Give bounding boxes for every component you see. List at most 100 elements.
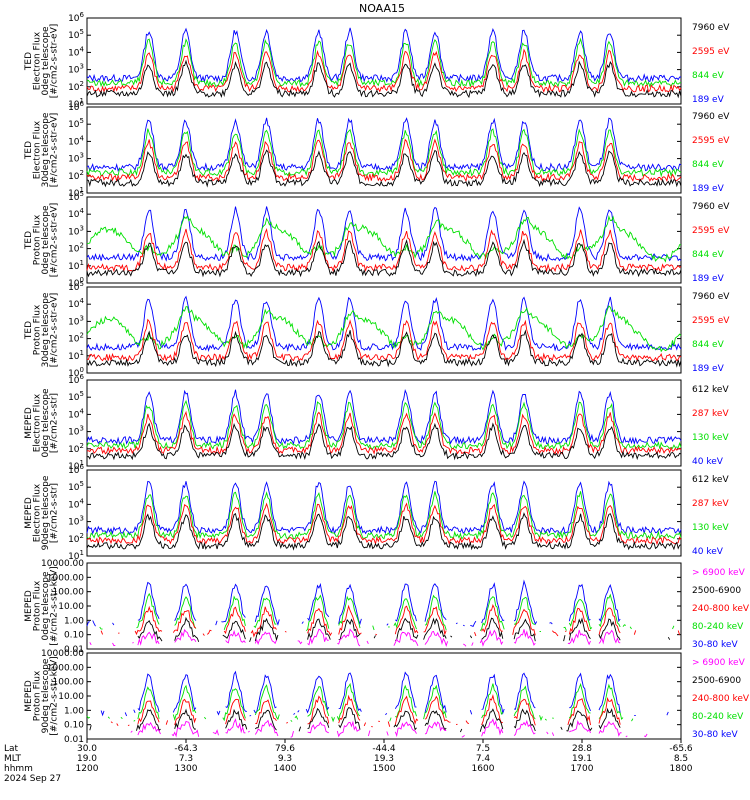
legend-entry: 612 keV	[692, 385, 729, 395]
legend-entry: 287 keV	[692, 409, 729, 419]
y-axis-label-line: 0deg telescope	[41, 205, 51, 275]
y-tick-label: 1000.00	[47, 663, 84, 673]
series-trace	[86, 502, 682, 546]
series-trace	[86, 117, 682, 173]
legend-entry: 7960 eV	[692, 202, 730, 212]
y-axis-label-line: Electron Flux	[33, 31, 43, 90]
legend-entry: 80-240 keV	[692, 622, 744, 632]
legend-entry: 189 eV	[692, 364, 725, 374]
y-axis-label-line: [#/cm2-s-str-eV]	[50, 24, 60, 99]
y-axis-label-line: [#/cm2-s-str]	[50, 483, 60, 543]
x-tick-label-hhmm: 1800	[670, 764, 693, 774]
x-tick-label-hhmm: 1200	[76, 764, 99, 774]
series-trace	[111, 696, 681, 727]
y-tick-label: 105	[68, 117, 84, 130]
legend-entry: 2595 eV	[692, 226, 730, 236]
y-axis-label-line: [#/cm2-s-str]	[50, 393, 60, 453]
series-trace	[86, 128, 682, 178]
y-tick-label: 0.01	[64, 645, 84, 655]
legend-entry: 130 keV	[692, 433, 729, 443]
y-tick-label: 0.10	[64, 721, 84, 731]
y-tick-label: 0.10	[64, 631, 84, 641]
y-tick-label: 1000.00	[47, 573, 84, 583]
y-tick-label: 0.01	[64, 735, 84, 745]
legend-entry: 7960 eV	[692, 112, 730, 122]
y-axis-label-line: MEPED	[24, 497, 34, 529]
legend-entry: 30-80 keV	[692, 640, 738, 650]
legend-entry: 844 eV	[692, 250, 725, 260]
series-trace	[86, 512, 682, 551]
y-tick-label: 104	[68, 134, 84, 147]
y-axis-label-line: 90deg telescope	[41, 475, 51, 550]
series-trace	[87, 581, 674, 626]
x-tick-label-mlt: 19.3	[374, 754, 394, 764]
y-axis-label-line: TED	[24, 52, 34, 71]
y-tick-label: 104	[68, 297, 84, 310]
x-tick-label-hhmm: 1300	[175, 764, 198, 774]
legend-entry: 189 eV	[692, 274, 725, 284]
series-trace	[101, 672, 677, 716]
y-axis-label-line: [#/cm2-s-str-keV]	[50, 656, 60, 735]
x-row-label: MLT	[4, 754, 22, 764]
x-tick-label-hhmm: 1400	[274, 764, 297, 774]
series-trace	[86, 295, 682, 352]
y-axis-label-line: 90deg telescope	[41, 658, 51, 733]
series-trace	[100, 604, 681, 638]
panel-frame	[86, 286, 682, 374]
y-axis-label-line: 0deg telescope	[41, 26, 51, 96]
y-tick-label: 103	[68, 425, 84, 438]
y-tick-label: 10.00	[58, 692, 84, 702]
y-axis-label-line: MEPED	[24, 407, 34, 439]
figure-title: NOAA15	[359, 2, 405, 15]
legend-entry: 2500-6900	[692, 676, 741, 686]
y-tick-label: 106	[68, 11, 84, 24]
panel-frame	[86, 106, 682, 194]
legend-entry: 240-800 keV	[692, 604, 750, 614]
legend-entry: 40 keV	[692, 547, 724, 557]
legend-entry: 612 keV	[692, 475, 729, 485]
y-axis-label-line: Electron Flux	[33, 393, 43, 452]
series-trace	[86, 305, 682, 353]
panel-frame	[86, 196, 682, 284]
y-axis-label-line: [#/cm2-s-str-eV]	[50, 293, 60, 368]
legend-entry: 2595 eV	[692, 47, 730, 57]
y-tick-label: 100.00	[53, 588, 85, 598]
y-tick-label: 102	[68, 532, 84, 545]
x-tick-label-lat: 79.6	[275, 744, 295, 754]
y-tick-label: 104	[68, 45, 84, 58]
y-tick-label: 101	[68, 349, 84, 362]
y-tick-label: 102	[68, 442, 84, 455]
legend-entry: 7960 eV	[692, 23, 730, 33]
series-trace	[86, 37, 682, 88]
x-tick-label-mlt: 7.3	[179, 754, 193, 764]
y-tick-label: 103	[68, 224, 84, 237]
legend-entry: 189 eV	[692, 95, 725, 105]
x-tick-label-mlt: 8.5	[674, 754, 688, 764]
panel-frame	[86, 379, 682, 467]
x-tick-label-lat: -65.6	[669, 744, 693, 754]
legend-entry: 7960 eV	[692, 292, 730, 302]
series-trace	[86, 318, 682, 363]
x-tick-label-hhmm: 1600	[472, 764, 495, 774]
x-tick-label-lat: 28.8	[572, 744, 592, 754]
y-tick-label: 105	[68, 390, 84, 403]
y-axis-label-line: Proton Flux	[33, 214, 43, 265]
legend-entry: 2500-6900	[692, 586, 741, 596]
y-tick-label: 100.00	[53, 678, 85, 688]
panel-frame	[86, 469, 682, 557]
series-trace	[86, 48, 682, 94]
legend-entry: 844 eV	[692, 340, 725, 350]
y-tick-label: 104	[68, 207, 84, 220]
x-tick-label-lat: -44.4	[372, 744, 396, 754]
x-row-label: Lat	[4, 744, 19, 754]
series-trace	[131, 720, 680, 738]
x-tick-label-lat: 30.0	[77, 744, 97, 754]
y-axis-label-line: Proton Flux	[33, 670, 43, 721]
